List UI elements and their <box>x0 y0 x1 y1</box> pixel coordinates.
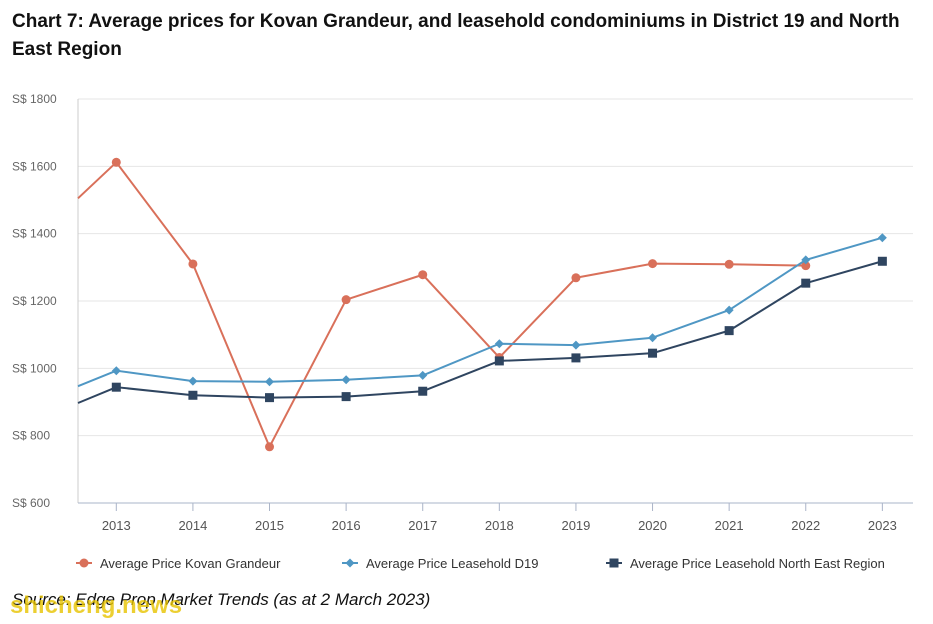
series-line <box>77 236 883 388</box>
data-point[interactable] <box>571 340 581 350</box>
data-point[interactable] <box>648 333 658 343</box>
x-tick-label: 2016 <box>332 518 361 533</box>
x-tick-label: 2019 <box>561 518 590 533</box>
watermark: shicheng.news <box>10 592 183 619</box>
data-point[interactable] <box>801 261 811 271</box>
x-tick-label: 2023 <box>868 518 897 533</box>
legend[interactable]: Average Price Kovan Grandeur Average Pric… <box>76 556 885 571</box>
data-point[interactable] <box>111 366 121 376</box>
legend-label: Average Price Leasehold North East Regio… <box>630 556 885 571</box>
data-point[interactable] <box>341 392 351 402</box>
data-point[interactable] <box>877 233 887 243</box>
y-axis-tick-labels: S$ 600 S$ 800 S$ 1000 S$ 1200 S$ 1400 S$ 1600… <box>12 92 57 510</box>
data-point[interactable] <box>188 390 198 400</box>
chart-title: Chart 7: Average prices for Kovan Grande… <box>12 11 900 60</box>
data-point[interactable] <box>801 278 811 288</box>
data-point[interactable] <box>265 442 275 452</box>
data-point[interactable] <box>877 256 887 266</box>
series-3 <box>77 256 887 404</box>
data-point[interactable] <box>571 353 581 363</box>
data-point[interactable] <box>111 382 121 392</box>
grid-lines <box>78 98 913 504</box>
series-2 <box>77 233 887 388</box>
y-tick-label: S$ 600 <box>12 496 50 510</box>
data-point[interactable] <box>418 270 428 280</box>
data-point[interactable] <box>418 386 428 396</box>
source-note: Source: Edge Prop Market Trends (as at 2… <box>12 590 431 609</box>
data-point[interactable] <box>418 370 428 380</box>
series-group <box>77 157 887 452</box>
y-tick-label: S$ 800 <box>12 429 50 443</box>
series-line <box>77 161 806 448</box>
data-point[interactable] <box>801 255 811 265</box>
y-tick-label: S$ 1400 <box>12 227 57 241</box>
y-tick-label: S$ 1000 <box>12 361 57 375</box>
x-axis-tick-labels: 2013 2014 2015 2016 2017 2018 2019 2020 2021 2022… <box>102 518 897 533</box>
data-point[interactable] <box>724 305 734 315</box>
y-tick-label: S$ 1600 <box>12 159 57 173</box>
legend-item-1[interactable]: Average Price Kovan Grandeur <box>76 556 281 571</box>
x-tick-label: 2017 <box>408 518 437 533</box>
series-line <box>77 260 883 404</box>
data-point[interactable] <box>265 393 275 403</box>
data-point[interactable] <box>648 348 658 358</box>
series-1 <box>77 157 811 452</box>
legend-label: Average Price Kovan Grandeur <box>100 556 281 571</box>
y-tick-label: S$ 1200 <box>12 294 57 308</box>
y-tick-label: S$ 1800 <box>12 92 57 106</box>
data-point[interactable] <box>494 356 504 366</box>
legend-item-3[interactable]: Average Price Leasehold North East Regio… <box>606 556 885 571</box>
data-point[interactable] <box>265 377 275 387</box>
data-point[interactable] <box>724 259 734 269</box>
x-tick-label: 2018 <box>485 518 514 533</box>
x-tick-label: 2021 <box>715 518 744 533</box>
x-tick-label: 2022 <box>791 518 820 533</box>
data-point[interactable] <box>111 157 121 167</box>
x-tick-label: 2020 <box>638 518 667 533</box>
axes <box>77 99 913 511</box>
legend-item-2[interactable]: Average Price Leasehold D19 <box>342 556 539 571</box>
data-point[interactable] <box>341 295 351 305</box>
legend-marker[interactable] <box>79 558 89 568</box>
x-tick-label: 2013 <box>102 518 131 533</box>
legend-marker[interactable] <box>609 558 619 568</box>
data-point[interactable] <box>648 259 658 269</box>
data-point[interactable] <box>724 326 734 336</box>
legend-marker[interactable] <box>345 558 355 568</box>
data-point[interactable] <box>341 375 351 385</box>
x-tick-label: 2014 <box>178 518 207 533</box>
legend-label: Average Price Leasehold D19 <box>366 556 539 571</box>
data-point[interactable] <box>188 259 198 269</box>
data-point[interactable] <box>571 273 581 283</box>
data-point[interactable] <box>494 339 504 349</box>
data-point[interactable] <box>188 376 198 386</box>
x-tick-label: 2015 <box>255 518 284 533</box>
